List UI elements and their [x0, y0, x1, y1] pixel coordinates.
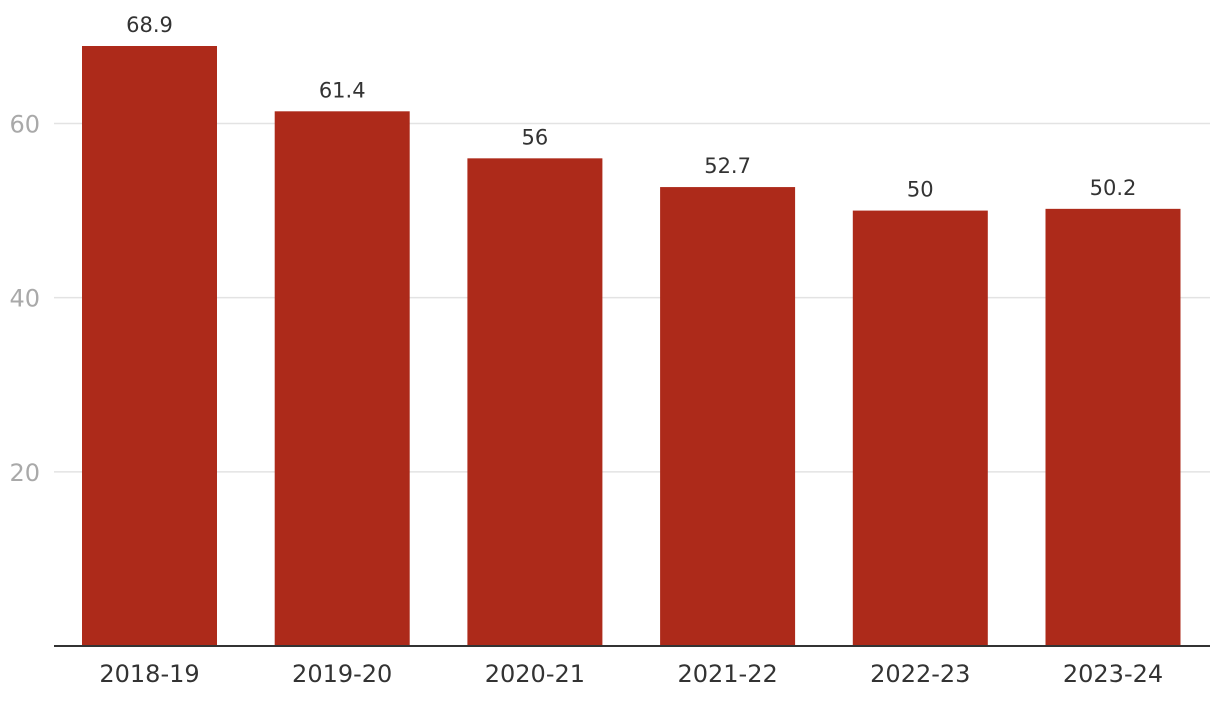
y-tick-label-40: 40 [9, 285, 40, 313]
y-tick-label-60: 60 [9, 111, 40, 139]
gridlines [54, 122, 1210, 473]
bar-2023-24 [1045, 208, 1181, 646]
data-labels: 68.9 61.4 56 52.7 50 50.2 [126, 13, 1136, 202]
x-axis-tick-labels: 2018-19 2019-20 2020-21 2021-22 2022-23 2023-… [99, 660, 1163, 688]
x-tick-label-2022-23: 2022-23 [870, 660, 970, 688]
y-tick-label-20: 20 [9, 459, 40, 487]
data-label-2023-24: 50.2 [1090, 176, 1137, 200]
bars [82, 46, 1181, 646]
x-tick-label-2019-20: 2019-20 [292, 660, 392, 688]
x-tick-label-2023-24: 2023-24 [1063, 660, 1163, 688]
data-label-2018-19: 68.9 [126, 13, 173, 37]
x-tick-label-2021-22: 2021-22 [677, 660, 777, 688]
x-tick-label-2018-19: 2018-19 [99, 660, 199, 688]
bar-2022-23 [852, 210, 988, 646]
bar-2019-20 [274, 111, 410, 646]
x-tick-label-2020-21: 2020-21 [485, 660, 585, 688]
data-label-2020-21: 56 [522, 125, 549, 149]
data-label-2022-23: 50 [907, 178, 934, 202]
data-label-2021-22: 52.7 [704, 154, 751, 178]
bar-2018-19 [82, 46, 217, 646]
data-label-2019-20: 61.4 [319, 78, 366, 102]
bar-2020-21 [467, 158, 603, 646]
y-axis-tick-labels: 20 40 60 [9, 111, 40, 487]
bar-2021-22 [660, 187, 796, 646]
